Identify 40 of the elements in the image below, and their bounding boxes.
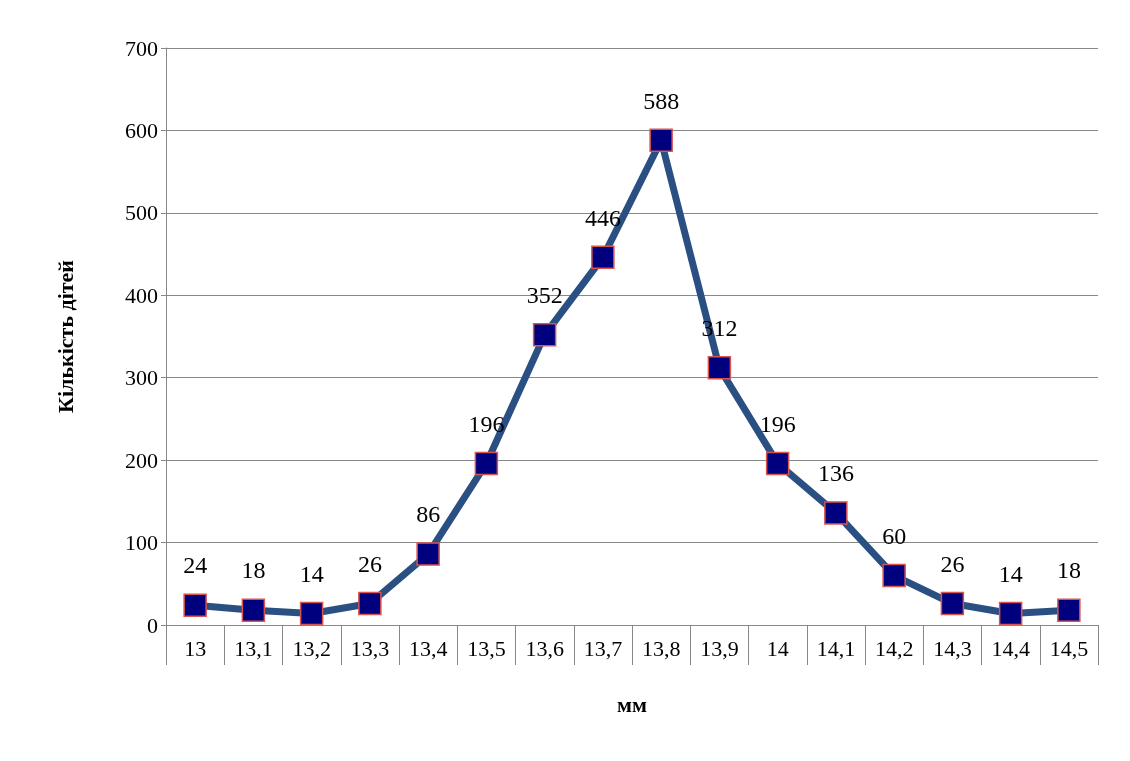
- y-tick-label: 0: [147, 612, 158, 638]
- y-tick-label: 300: [125, 365, 158, 391]
- data-label: 352: [526, 282, 563, 309]
- data-label: 18: [1056, 557, 1081, 584]
- data-label: 14: [998, 560, 1023, 587]
- data-label: 86: [416, 501, 441, 528]
- x-tick-label: 13,9: [700, 635, 739, 661]
- data-label: 196: [759, 410, 796, 437]
- data-label: 60: [882, 522, 907, 549]
- x-tick-label: 14,4: [991, 635, 1030, 661]
- x-tick-label: 14,1: [816, 635, 856, 661]
- data-label: 26: [357, 550, 382, 577]
- x-tick-label: 13,8: [641, 635, 681, 661]
- x-tick-label: 14: [766, 635, 789, 661]
- x-tick-label: 14,2: [874, 635, 914, 661]
- data-label: 588: [643, 87, 680, 114]
- data-label: 24: [183, 552, 208, 579]
- x-tick-label: 13: [184, 635, 207, 661]
- x-tick-label: 13,5: [467, 635, 506, 661]
- x-tick-label: 13,6: [525, 635, 564, 661]
- x-tick-label: 13,2: [292, 635, 331, 661]
- y-tick-label: 600: [125, 117, 158, 143]
- x-tick-label: 13,7: [583, 635, 623, 661]
- data-label: 446: [584, 204, 621, 231]
- x-axis-title: мм: [617, 691, 647, 717]
- y-tick-label: 400: [125, 282, 158, 308]
- x-tick-label: 13,1: [234, 635, 273, 661]
- y-tick-label: 100: [125, 530, 158, 556]
- y-tick-label: 500: [125, 200, 158, 226]
- data-label: 136: [817, 460, 854, 487]
- x-tick-label: 14,3: [933, 635, 972, 661]
- data-label: 26: [940, 550, 965, 577]
- x-tick-label: 14,5: [1049, 635, 1089, 661]
- y-tick-label: 700: [125, 35, 158, 61]
- x-tick-label: 13,3: [350, 635, 390, 661]
- y-tick-label: 200: [125, 447, 158, 473]
- data-label: 18: [241, 557, 266, 584]
- x-tick-label: 13,4: [408, 635, 448, 661]
- data-label: 14: [299, 560, 324, 587]
- y-axis-title: Кількість дітей: [52, 259, 78, 414]
